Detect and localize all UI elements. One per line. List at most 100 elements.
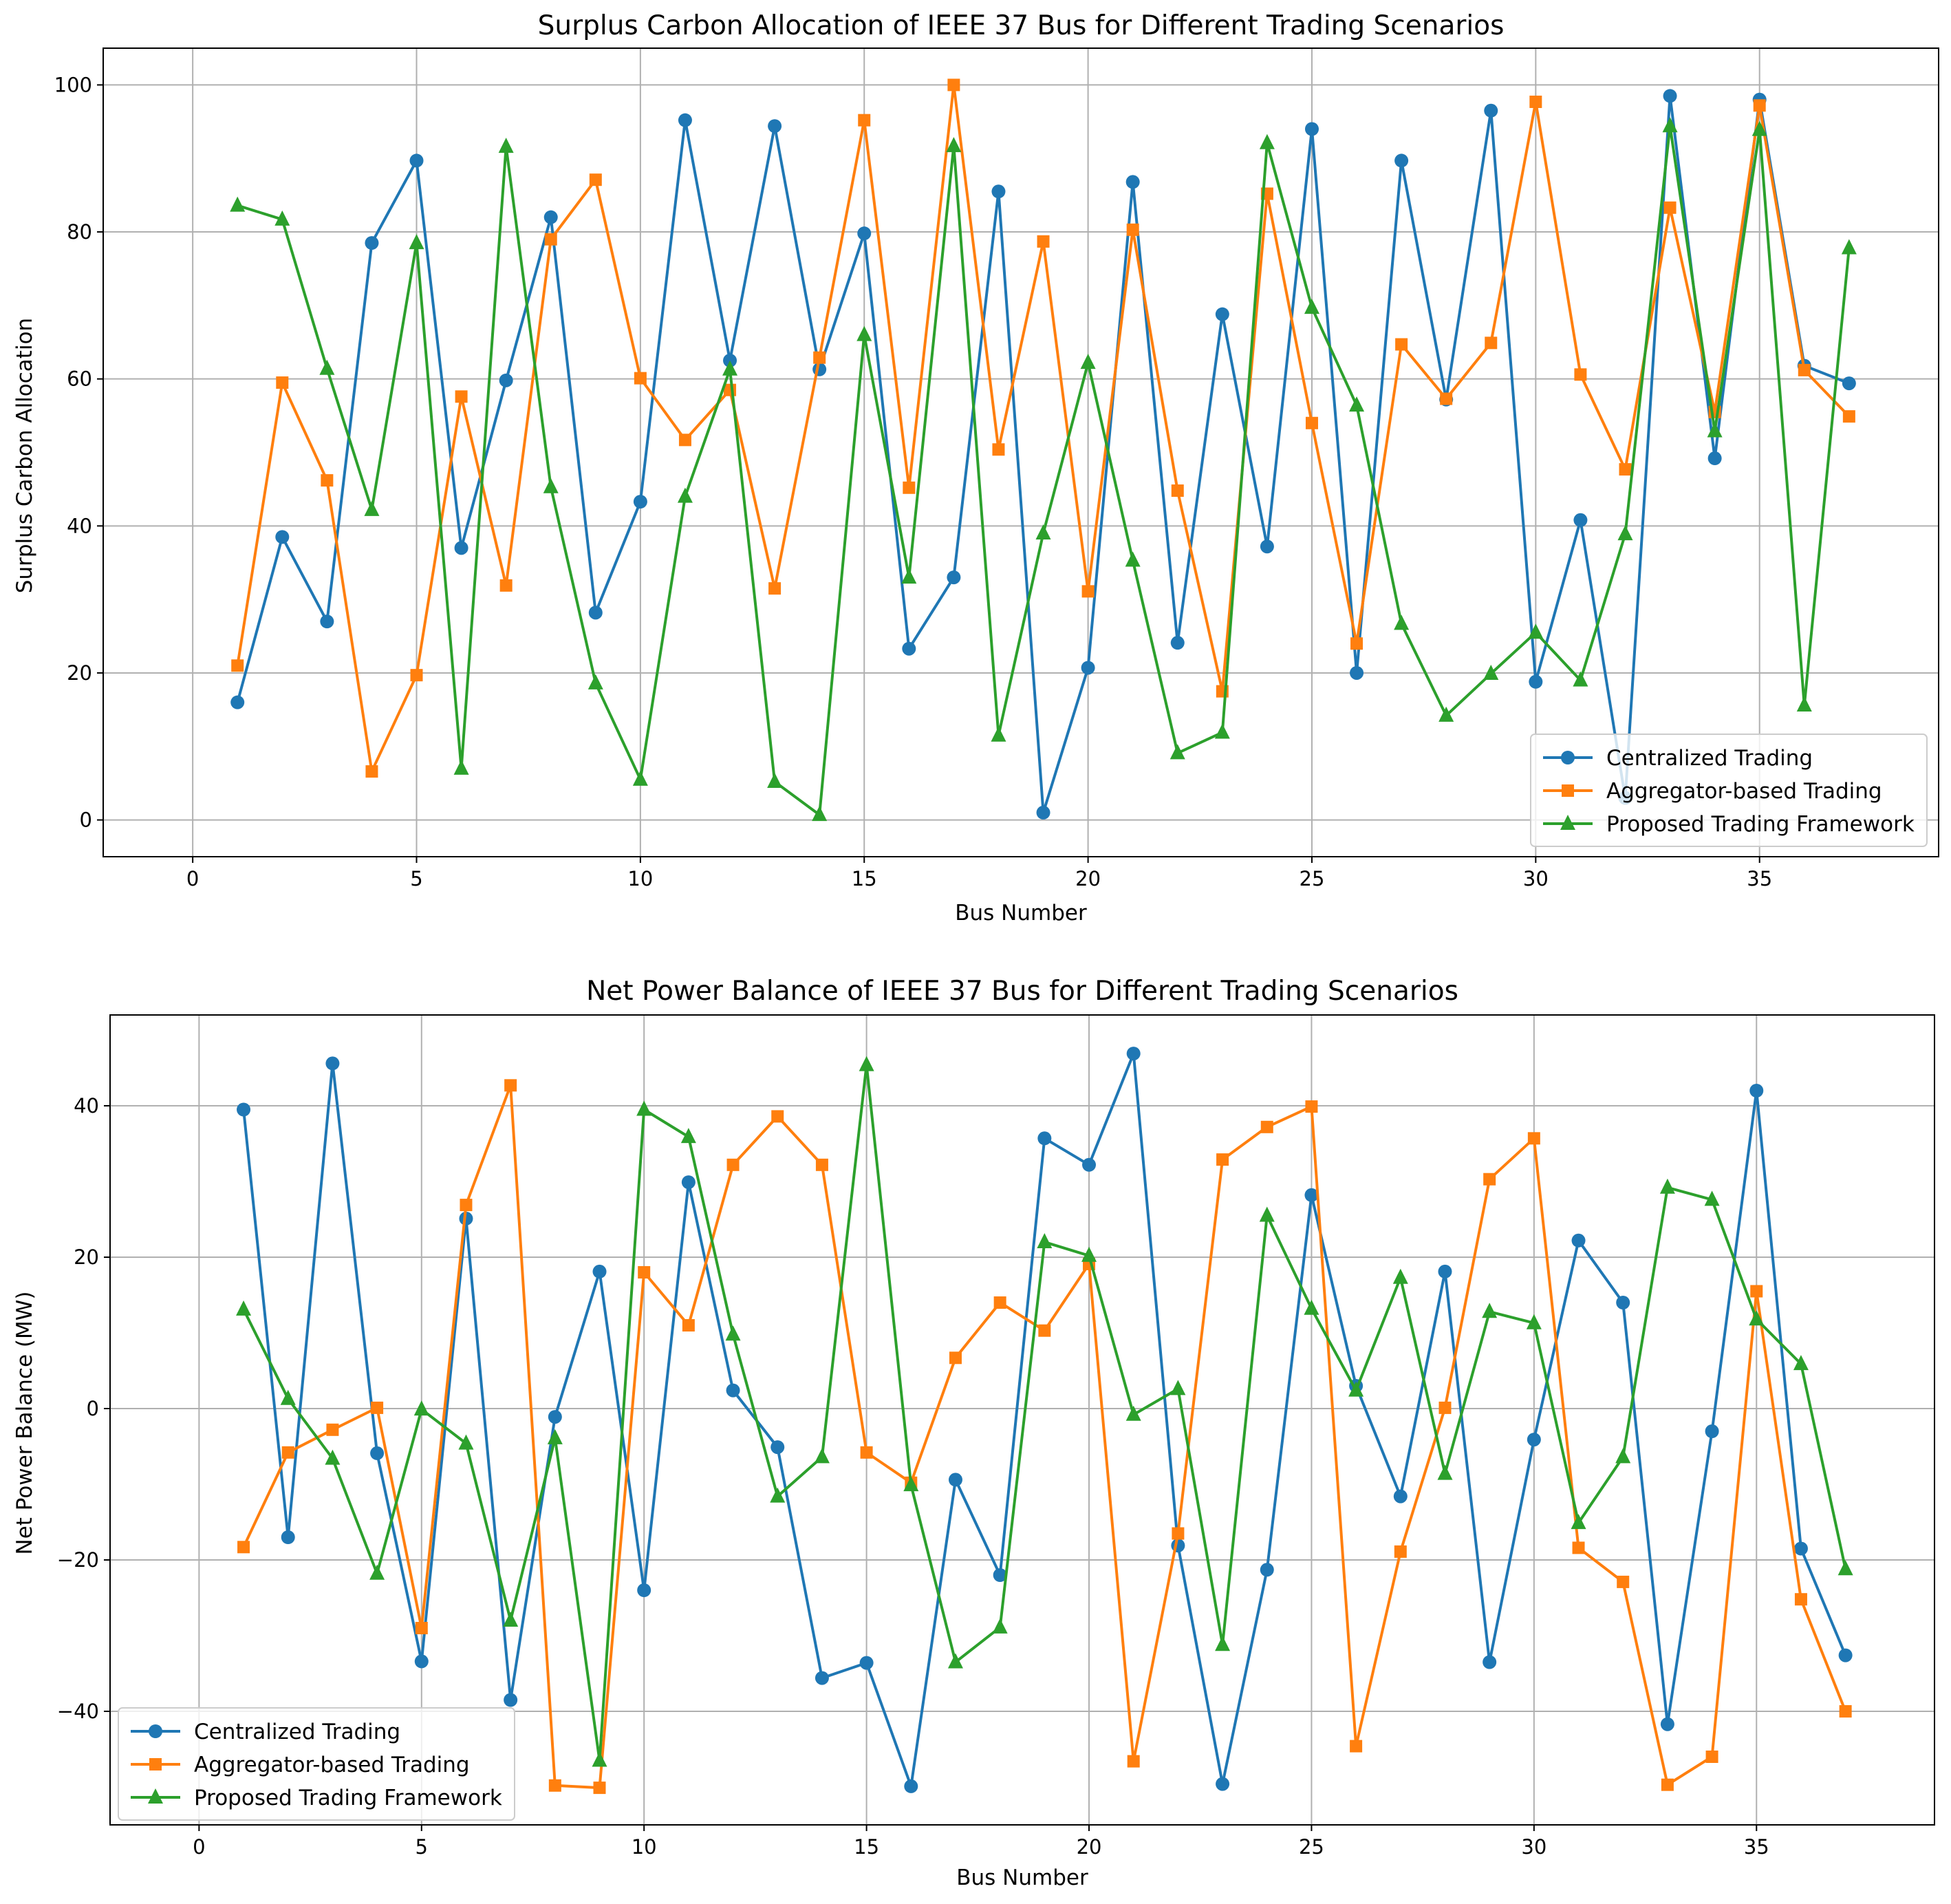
x-tick-label: 20 <box>1075 867 1101 890</box>
data-point <box>274 210 290 226</box>
data-point <box>1659 1178 1675 1194</box>
data-point <box>903 481 916 494</box>
data-point <box>1483 1655 1497 1669</box>
data-point <box>1794 1593 1807 1606</box>
data-point <box>638 1266 651 1279</box>
data-point <box>768 582 782 595</box>
data-point <box>1483 665 1499 681</box>
data-point <box>230 695 245 709</box>
plot-area: 0 5 10 15 20 25 30 35 0 20 40 60 80 100 Centralized Tr… <box>54 47 1939 890</box>
y-tick-label: 80 <box>67 220 92 244</box>
data-point <box>321 474 334 487</box>
data-point <box>1749 1310 1765 1326</box>
data-point <box>543 478 559 493</box>
data-point <box>1483 1173 1496 1186</box>
data-point <box>1259 1206 1275 1222</box>
data-point <box>1394 614 1410 630</box>
data-point <box>369 1564 385 1580</box>
data-point <box>949 1351 962 1365</box>
legend-label: Centralized Trading <box>194 1720 400 1744</box>
data-point <box>458 1434 474 1450</box>
data-point <box>1305 416 1318 429</box>
y-tick-label: 60 <box>67 367 92 391</box>
legend-item: Aggregator-based Trading <box>131 1753 470 1777</box>
data-point <box>1214 723 1230 739</box>
data-point <box>1438 706 1454 722</box>
plot-area: 0 5 10 15 20 25 30 35 −40 −20 0 20 40 Centralized Tra… <box>57 1014 1935 1859</box>
legend-label: Centralized Trading <box>1606 746 1813 771</box>
series-markers <box>230 89 1856 820</box>
y-tick-label: −20 <box>57 1548 99 1572</box>
data-point <box>1838 1648 1853 1662</box>
data-point <box>770 1487 786 1503</box>
data-point <box>370 1446 385 1460</box>
data-point <box>1705 1751 1718 1763</box>
data-point <box>858 114 871 127</box>
data-point <box>1440 392 1453 405</box>
data-point <box>1081 661 1095 675</box>
data-point <box>1394 153 1409 168</box>
data-point <box>1841 239 1857 255</box>
data-point <box>410 669 423 682</box>
x-tick-label: 0 <box>193 1835 205 1859</box>
data-point <box>1037 1131 1052 1146</box>
data-point <box>771 1110 784 1123</box>
data-point <box>548 1779 561 1792</box>
legend-marker <box>1561 751 1575 764</box>
data-point <box>902 641 916 656</box>
data-point <box>682 1319 695 1331</box>
data-point <box>991 184 1006 199</box>
data-point <box>1750 1285 1763 1298</box>
data-point <box>1172 1527 1185 1540</box>
data-point <box>1437 1464 1453 1480</box>
data-point <box>593 1782 606 1795</box>
x-tick-label: 15 <box>852 867 877 890</box>
data-point <box>859 1056 874 1071</box>
y-tick-label: 40 <box>74 1094 99 1117</box>
data-point <box>1304 1299 1319 1315</box>
data-point <box>813 351 826 364</box>
data-point <box>275 530 290 544</box>
legend-label: Proposed Trading Framework <box>194 1786 502 1810</box>
data-point <box>1616 1296 1630 1309</box>
data-point <box>409 153 424 168</box>
data-point <box>1216 1777 1230 1791</box>
data-point <box>325 1449 341 1465</box>
data-point <box>1392 1268 1408 1284</box>
data-point <box>632 770 648 786</box>
data-point <box>1393 1489 1408 1504</box>
legend-item: Proposed Trading Framework <box>1543 812 1915 837</box>
data-point <box>1350 1740 1363 1753</box>
data-point <box>281 1446 294 1459</box>
legend-item: Centralized Trading <box>1543 746 1813 771</box>
data-point <box>1348 1381 1364 1397</box>
data-point <box>504 1693 518 1707</box>
data-point <box>588 606 603 620</box>
data-point <box>544 233 557 246</box>
data-point <box>768 119 782 133</box>
data-point <box>1617 1575 1630 1588</box>
data-point <box>281 1530 295 1544</box>
data-point <box>991 726 1006 742</box>
data-point <box>1171 484 1184 498</box>
legend-item: Centralized Trading <box>131 1720 400 1744</box>
data-point <box>1574 368 1587 381</box>
data-point <box>992 1618 1008 1634</box>
data-point <box>1751 120 1767 136</box>
y-axis-label: Net Power Balance (MW) <box>12 1292 37 1555</box>
data-point <box>770 1440 785 1455</box>
series-markers <box>237 1079 1852 1795</box>
carbon-allocation-chart: Surplus Carbon Allocation of IEEE 37 Bus… <box>12 10 1939 926</box>
data-point <box>1350 665 1364 680</box>
data-point <box>1036 805 1050 820</box>
data-point <box>1349 396 1365 412</box>
data-point <box>725 1325 741 1341</box>
data-point <box>1842 410 1855 423</box>
data-point <box>237 1541 250 1554</box>
data-point <box>1260 1120 1273 1133</box>
data-point <box>1571 1514 1586 1530</box>
data-point <box>1482 1303 1498 1318</box>
legend-marker <box>149 1724 162 1738</box>
legend-item: Proposed Trading Framework <box>131 1786 502 1810</box>
